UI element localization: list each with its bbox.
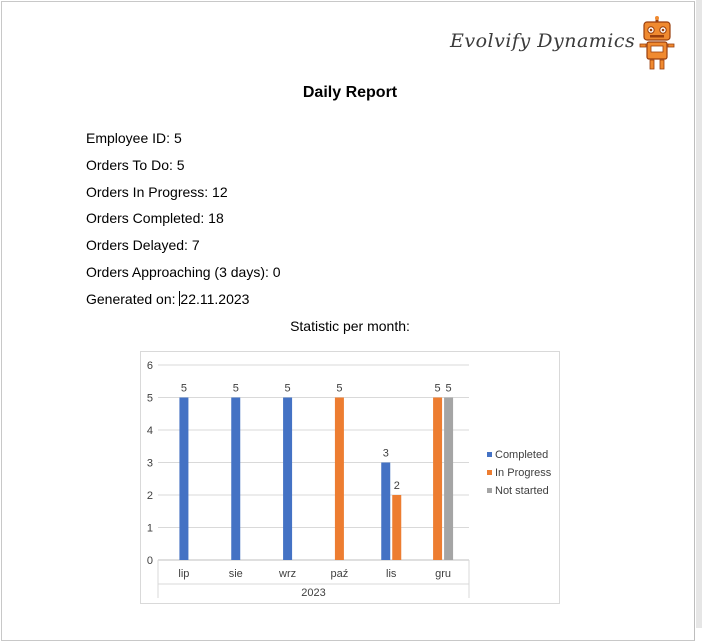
- generated-on-line[interactable]: Generated on: 22.11.2023: [86, 291, 249, 307]
- bar-completed-0: [179, 397, 189, 560]
- line-value: 12: [212, 184, 228, 200]
- legend-label: Completed: [495, 449, 548, 461]
- chart-area[interactable]: 0 1 2 3 4 5 6 5 lip 5 sie 5 wrz 5 paź 3 2 lis 5 5 gru 2023 Com…: [140, 351, 560, 604]
- y-tick-label: 4: [147, 425, 153, 437]
- x-tick-label: paź: [331, 568, 349, 580]
- x-tick-label: lip: [178, 568, 189, 580]
- orders-completed-line: Orders Completed: 18: [86, 210, 224, 226]
- x-tick-label: gru: [435, 568, 451, 580]
- bar-completed-4: [381, 462, 391, 560]
- x-tick-label: lis: [386, 568, 397, 580]
- data-label: 3: [383, 448, 389, 460]
- report-title: Daily Report: [302, 84, 398, 101]
- legend-swatch: [487, 452, 492, 457]
- y-tick-label: 5: [147, 393, 153, 405]
- bar-completed-2: [283, 397, 293, 560]
- company-logo: Evolvify Dynamics: [450, 14, 680, 74]
- orders-in-progress-line: Orders In Progress: 12: [86, 184, 228, 200]
- line-label: Orders Completed:: [86, 210, 209, 226]
- y-tick-label: 2: [147, 490, 153, 502]
- robot-icon: [639, 16, 675, 70]
- orders-delayed-line: Orders Delayed: 7: [86, 237, 200, 253]
- line-label: Orders To Do:: [86, 157, 177, 173]
- y-tick-label: 6: [147, 360, 153, 372]
- line-label: Orders Delayed:: [86, 237, 192, 253]
- x-tick-label: sie: [229, 568, 243, 580]
- y-tick-label: 0: [147, 555, 153, 567]
- line-label: Generated on:: [86, 291, 180, 307]
- y-tick-label: 3: [147, 458, 153, 470]
- line-value: 5: [173, 130, 182, 146]
- legend-swatch: [487, 488, 492, 493]
- data-label: 5: [336, 383, 342, 395]
- bar-completed-1: [231, 397, 241, 560]
- data-label: 5: [233, 383, 239, 395]
- chart-caption: Statistic per month:: [290, 318, 410, 334]
- line-value: 18: [208, 210, 224, 226]
- data-label: 5: [446, 383, 452, 395]
- line-value: 5: [176, 157, 185, 173]
- data-label: 5: [285, 383, 291, 395]
- logo-text: Evolvify Dynamics: [450, 30, 636, 52]
- bar-in-progress-4: [392, 495, 402, 560]
- line-value: 7: [191, 237, 200, 253]
- bar-not-started-5: [444, 397, 454, 560]
- legend-label: In Progress: [495, 467, 552, 479]
- employee-id-line: Employee ID: 5: [86, 130, 182, 146]
- x-group-label: 2023: [301, 587, 325, 599]
- line-label: Orders In Progress:: [86, 184, 213, 200]
- line-value: 0: [272, 264, 281, 280]
- x-tick-label: wrz: [278, 568, 296, 580]
- page-shadow: [696, 0, 702, 628]
- orders-to-do-line: Orders To Do: 5: [86, 157, 185, 173]
- legend-label: Not started: [495, 485, 549, 497]
- data-label: 5: [435, 383, 441, 395]
- line-value[interactable]: 22.11.2023: [180, 291, 250, 307]
- orders-approaching-line: Orders Approaching (3 days): 0: [86, 264, 281, 280]
- line-label: Orders Approaching (3 days):: [86, 264, 273, 280]
- legend-swatch: [487, 470, 492, 475]
- bar-in-progress-3: [334, 397, 344, 560]
- data-label: 5: [181, 383, 187, 395]
- line-label: Employee ID:: [86, 130, 174, 146]
- data-label: 2: [394, 480, 400, 492]
- text-cursor: [179, 291, 181, 306]
- bar-in-progress-5: [433, 397, 443, 560]
- y-tick-label: 1: [147, 523, 153, 535]
